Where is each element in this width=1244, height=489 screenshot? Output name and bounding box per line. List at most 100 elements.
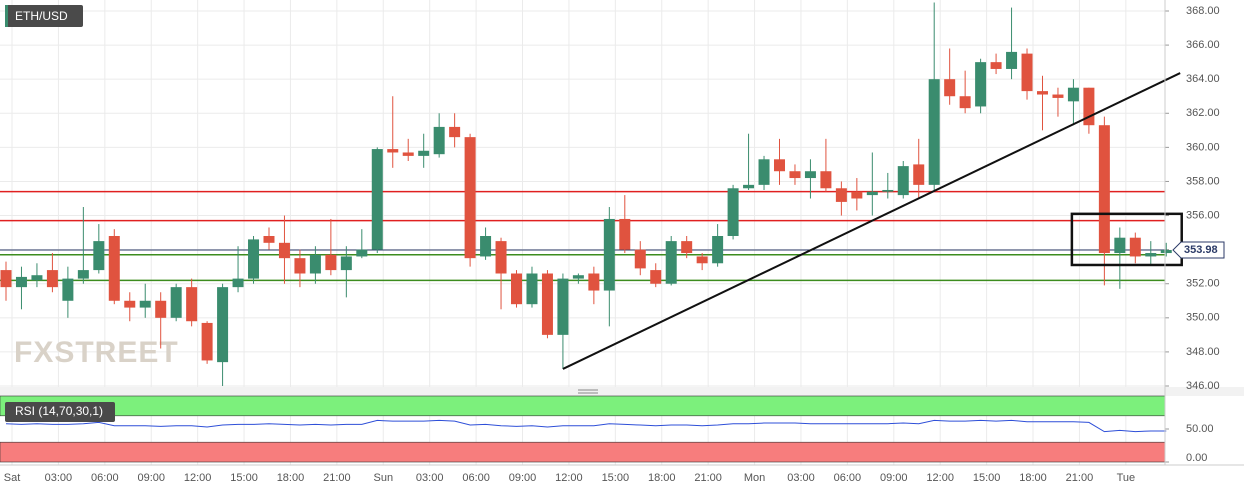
candle-body xyxy=(464,137,476,259)
x-tick-label: 21:00 xyxy=(694,472,722,484)
candle-body xyxy=(201,322,213,361)
plot xyxy=(0,2,1183,386)
y-tick-label: 366.00 xyxy=(1186,39,1220,51)
candle-body xyxy=(402,152,414,156)
rsi-lower-band xyxy=(0,441,1166,463)
x-tick-label: 09:00 xyxy=(509,472,537,484)
candle-body xyxy=(278,242,290,259)
x-tick-label: 09:00 xyxy=(137,472,165,484)
symbol: ETH/USD xyxy=(15,9,68,23)
candle-body xyxy=(418,150,430,156)
candle-body xyxy=(371,149,383,250)
candle-body xyxy=(572,275,584,279)
candle-body xyxy=(804,171,816,179)
candle-body xyxy=(1036,91,1048,95)
candle-body xyxy=(309,254,321,274)
rsi-line xyxy=(5,419,1167,433)
candle-body xyxy=(835,188,847,202)
candle-body xyxy=(31,275,43,281)
candle-body xyxy=(186,287,198,322)
y-tick-label: 360.00 xyxy=(1186,141,1220,153)
candle-body xyxy=(124,300,136,308)
candle-body xyxy=(1067,87,1079,102)
candle-body xyxy=(325,254,337,271)
candle-body xyxy=(511,273,523,305)
candle-body xyxy=(449,126,461,138)
x-tick-label: 18:00 xyxy=(648,472,676,484)
x-tick-label: 06:00 xyxy=(462,472,490,484)
candle-body xyxy=(866,191,878,196)
candle-body xyxy=(1052,94,1064,98)
candle-body xyxy=(155,300,167,318)
candle-body xyxy=(665,241,677,284)
x-tick-label: Sat xyxy=(4,472,21,484)
symbol-accent xyxy=(5,5,8,27)
y-tick-label: 358.00 xyxy=(1186,175,1220,187)
x-tick-label: Sun xyxy=(373,472,393,484)
candle-body xyxy=(696,256,708,264)
price-pointer xyxy=(1172,241,1225,259)
candle-body xyxy=(681,241,693,254)
y-tick-label: 50.00 xyxy=(1186,423,1214,435)
annotation-box xyxy=(1070,212,1183,267)
candle-body xyxy=(743,184,755,189)
x-tick-label: Tue xyxy=(1117,472,1136,484)
candle-body xyxy=(557,278,569,335)
trendline xyxy=(562,72,1181,370)
x-tick-label: 18:00 xyxy=(1019,472,1047,484)
candle-body xyxy=(727,188,739,236)
candle-body xyxy=(913,164,925,185)
candle-body xyxy=(619,218,631,250)
candle-body xyxy=(1160,249,1172,254)
x-tick-label: 12:00 xyxy=(926,472,954,484)
candle-body xyxy=(1006,51,1018,69)
candle-body xyxy=(139,300,151,308)
separator xyxy=(0,387,1244,396)
x-tick-label: 03:00 xyxy=(45,472,73,484)
candle-body xyxy=(789,171,801,179)
candle-body xyxy=(1098,125,1110,254)
last-price-label: 353.98 xyxy=(1184,244,1218,256)
candle-body xyxy=(944,79,956,97)
y-tick-label: 346.00 xyxy=(1186,380,1220,392)
candle-body xyxy=(77,270,89,279)
candle-body xyxy=(1114,237,1126,254)
candle-body xyxy=(356,249,368,257)
candle-body xyxy=(217,287,229,363)
candle-body xyxy=(232,278,244,288)
x-tick-label: 09:00 xyxy=(880,472,908,484)
x-tick-label: 12:00 xyxy=(555,472,583,484)
candle-body xyxy=(433,126,445,155)
candle-body xyxy=(526,273,538,305)
x-tick-label: 15:00 xyxy=(230,472,258,484)
y-tick-label: 356.00 xyxy=(1186,209,1220,221)
x-tick-label: 03:00 xyxy=(416,472,444,484)
candle-body xyxy=(387,149,399,153)
candle-body xyxy=(897,166,909,196)
candle-body xyxy=(93,241,105,271)
candle-body xyxy=(758,159,770,185)
candle-body xyxy=(0,270,12,288)
candle-body xyxy=(882,189,894,192)
x-tick-label: 18:00 xyxy=(277,472,305,484)
candle-body xyxy=(541,273,553,335)
candle-body xyxy=(820,171,832,189)
y-tick-label: 0.00 xyxy=(1186,452,1207,464)
candle-body xyxy=(975,62,987,107)
candle-body xyxy=(712,236,724,264)
candle-body xyxy=(603,218,615,291)
x-tick-label: 21:00 xyxy=(323,472,351,484)
candle-body xyxy=(1021,53,1033,92)
x-tick-label: 15:00 xyxy=(602,472,630,484)
candle-body xyxy=(15,276,27,288)
candle-body xyxy=(774,159,785,172)
y-tick-label: 368.00 xyxy=(1186,5,1220,17)
candle-body xyxy=(1145,253,1157,257)
y-tick-label: 362.00 xyxy=(1186,107,1220,119)
rsi-panel: 0.00 50.00 RSI (14,70,30,1) xyxy=(0,395,1214,464)
candle-body xyxy=(1129,237,1141,257)
candle-body xyxy=(62,278,74,301)
x-tick-label: 12:00 xyxy=(184,472,212,484)
rsi-upper-band xyxy=(0,395,1166,417)
